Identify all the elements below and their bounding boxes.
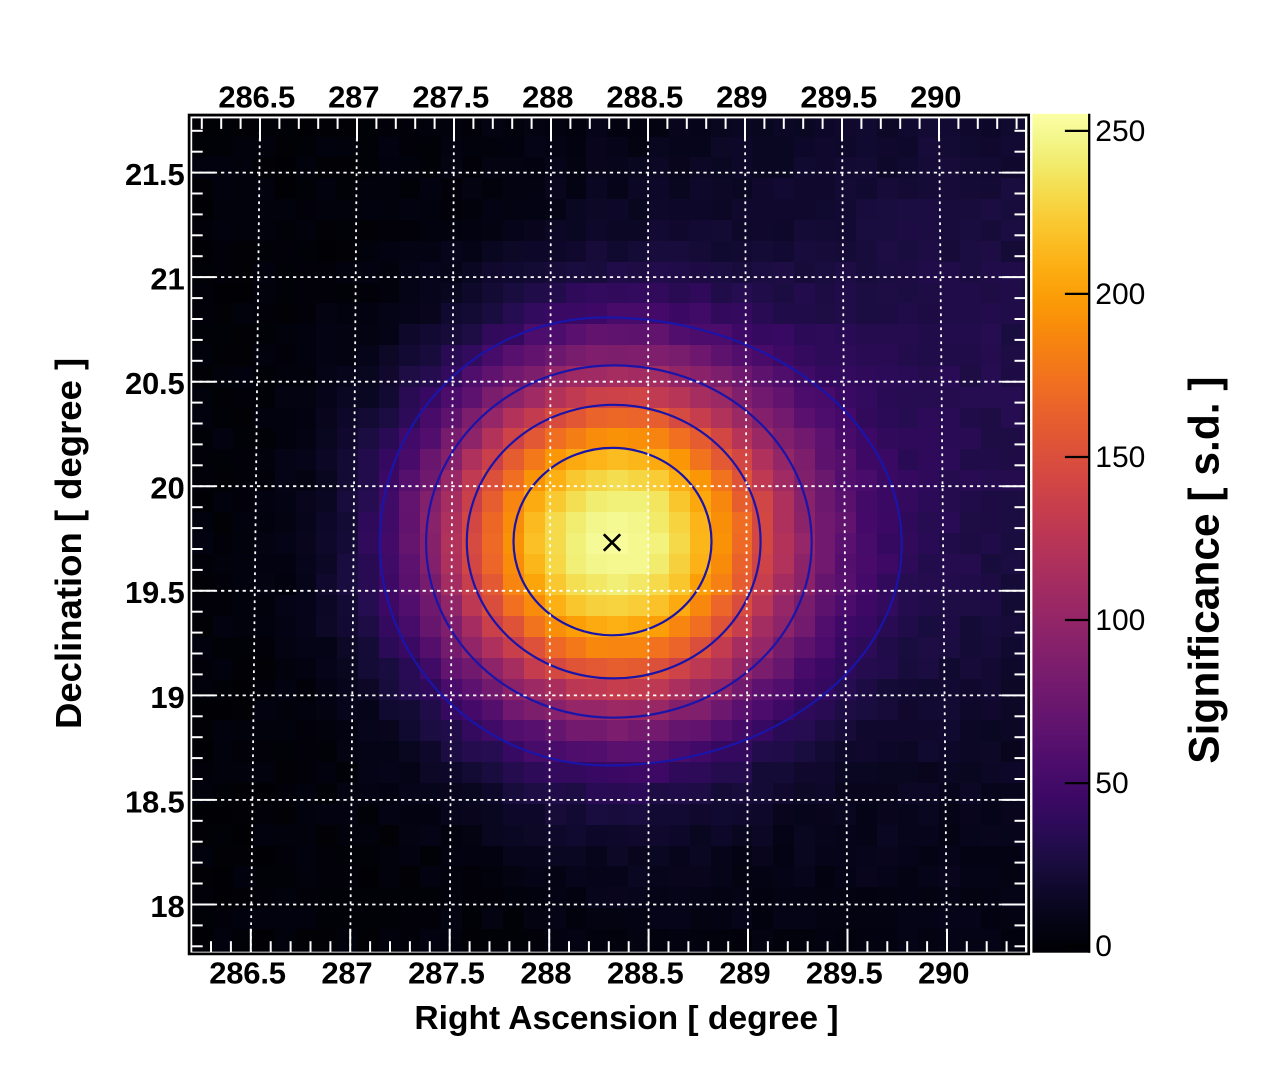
svg-text:0: 0 [1095,930,1112,963]
svg-text:287: 287 [321,955,372,990]
svg-text:18.5: 18.5 [125,784,185,819]
svg-text:200: 200 [1095,278,1145,311]
svg-text:288.5: 288.5 [606,80,683,115]
svg-text:289.5: 289.5 [806,955,883,990]
svg-text:290: 290 [918,955,969,990]
svg-text:150: 150 [1095,441,1145,474]
svg-text:Significance [ s.d. ]: Significance [ s.d. ] [1181,376,1228,763]
svg-text:19: 19 [150,680,184,715]
svg-text:20: 20 [150,471,184,506]
svg-text:288: 288 [520,955,571,990]
svg-text:287.5: 287.5 [408,955,485,990]
svg-text:287.5: 287.5 [412,80,489,115]
svg-text:50: 50 [1095,767,1128,800]
svg-text:288: 288 [522,80,573,115]
svg-text:20.5: 20.5 [125,366,185,401]
svg-text:21: 21 [150,262,184,297]
svg-text:286.5: 286.5 [218,80,295,115]
svg-text:288.5: 288.5 [607,955,684,990]
svg-text:21.5: 21.5 [125,157,185,192]
svg-text:250: 250 [1095,115,1145,148]
svg-text:Declination [ degree ]: Declination [ degree ] [48,358,89,729]
svg-text:290: 290 [910,80,961,115]
svg-text:Right Ascension [ degree ]: Right Ascension [ degree ] [414,1000,838,1037]
svg-text:289: 289 [719,955,770,990]
svg-text:287: 287 [328,80,379,115]
svg-text:289.5: 289.5 [800,80,877,115]
svg-text:18: 18 [150,889,184,924]
svg-text:19.5: 19.5 [125,575,185,610]
svg-text:286.5: 286.5 [209,955,286,990]
svg-text:289: 289 [716,80,767,115]
svg-text:100: 100 [1095,604,1145,637]
